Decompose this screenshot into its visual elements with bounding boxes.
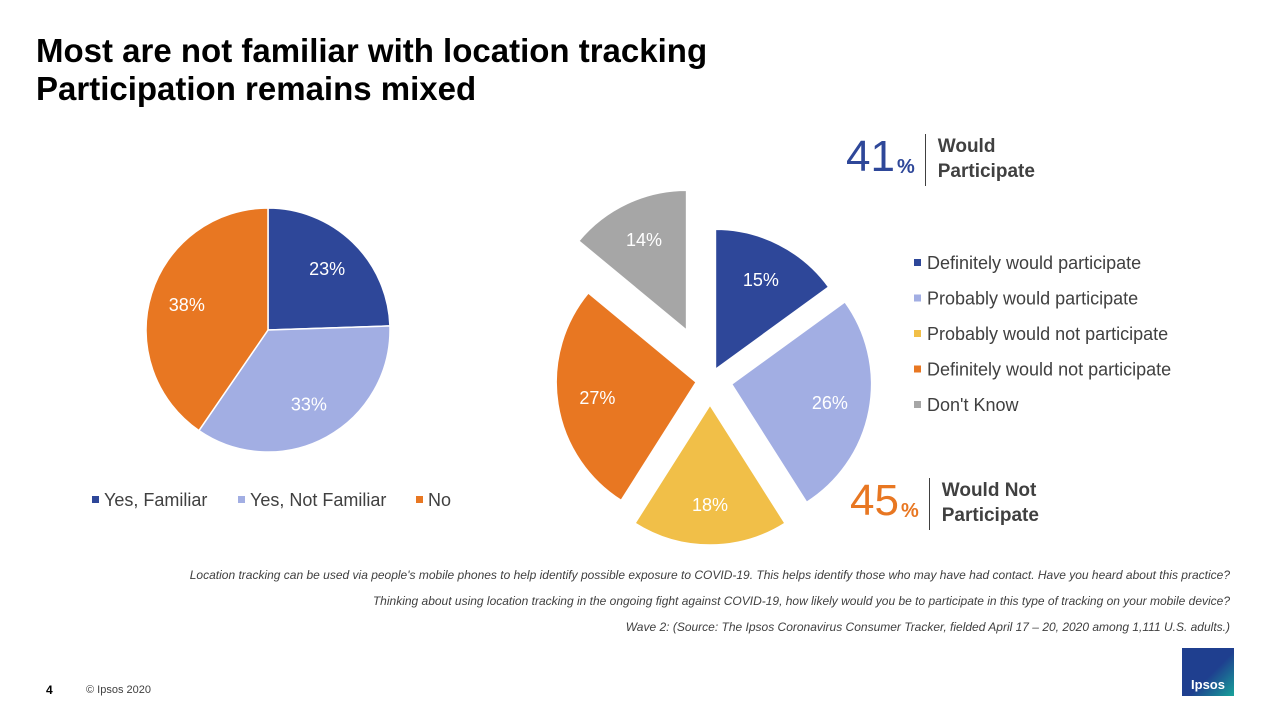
survey-notes: Location tracking can be used via people… bbox=[80, 568, 1230, 646]
would-not-participate-stat: 45 % Would Not Participate bbox=[850, 478, 1062, 530]
pie1-slice-no bbox=[145, 207, 269, 432]
pie2-slice-don-t-know bbox=[577, 189, 688, 332]
legend2-label-don-t-know: Don't Know bbox=[927, 395, 1019, 415]
would-participate-label: Would Participate bbox=[937, 136, 1035, 182]
would-not-participate-label: Would Not Participate bbox=[941, 480, 1039, 526]
legend2-swatch-definitely-would-participate bbox=[914, 259, 921, 266]
legend2-label-definitely-would-participate: Definitely would participate bbox=[927, 253, 1141, 273]
familiarity-pie-chart: 23% 33% 38% bbox=[145, 207, 391, 453]
note-source: Wave 2: (Source: The Ipsos Coronavirus C… bbox=[625, 620, 1230, 634]
pie1-label-yes-familiar: 23% bbox=[309, 259, 345, 279]
pie1-label-yes-not-familiar: 33% bbox=[291, 395, 327, 415]
stat-divider bbox=[928, 478, 930, 530]
participation-legend: Definitely would participate Probably wou… bbox=[914, 253, 1171, 415]
pie2-label-probably-would-participate: 26% bbox=[812, 393, 848, 413]
legend2-label-probably-would-not-participate: Probably would not participate bbox=[927, 324, 1168, 344]
would-participate-stat: 41 % Would Participate bbox=[846, 134, 1058, 186]
page-number: 4 bbox=[46, 683, 53, 697]
stat-divider bbox=[924, 134, 926, 186]
title-line-1: Most are not familiar with location trac… bbox=[36, 32, 708, 69]
legend1-swatch-yes-not-familiar bbox=[238, 496, 245, 503]
legend2-swatch-probably-would-not-participate bbox=[914, 330, 921, 337]
pie1-slice-yes-familiar bbox=[267, 207, 391, 331]
pie2-slice-definitely-would-participate bbox=[714, 228, 830, 371]
note-question-2: Thinking about using location tracking i… bbox=[372, 594, 1230, 608]
participation-pie-chart: 15% 26% 18% 27% 14% bbox=[555, 189, 873, 546]
legend2-label-definitely-would-not-participate: Definitely would not participate bbox=[927, 360, 1171, 380]
title-line-2: Participation remains mixed bbox=[36, 70, 477, 107]
ipsos-logo: Ipsos bbox=[1182, 648, 1234, 696]
pie1-label-no: 38% bbox=[169, 295, 205, 315]
familiarity-legend: Yes, Familiar Yes, Not Familiar No bbox=[92, 490, 451, 510]
legend2-label-probably-would-participate: Probably would participate bbox=[927, 289, 1138, 309]
pie2-slice-probably-would-not-participate bbox=[633, 403, 787, 546]
legend1-swatch-yes-familiar bbox=[92, 496, 99, 503]
legend2-swatch-definitely-would-not-participate bbox=[914, 365, 921, 373]
page-title: Most are not familiar with location trac… bbox=[36, 32, 707, 108]
legend1-label-yes-not-familiar: Yes, Not Familiar bbox=[250, 490, 386, 510]
pie2-slice-definitely-would-not-participate bbox=[555, 291, 698, 502]
copyright: © Ipsos 2020 bbox=[86, 684, 151, 696]
legend1-label-yes-familiar: Yes, Familiar bbox=[104, 490, 207, 510]
pie2-label-definitely-would-participate: 15% bbox=[743, 270, 779, 290]
would-not-participate-unit: % bbox=[900, 500, 919, 522]
pie2-label-probably-would-not-participate: 18% bbox=[692, 495, 728, 515]
logo-text: Ipsos bbox=[1191, 677, 1225, 692]
legend1-label-no: No bbox=[428, 490, 451, 510]
pie2-label-don-t-know: 14% bbox=[626, 230, 662, 250]
would-participate-value: 41 bbox=[846, 132, 895, 181]
legend2-swatch-don-t-know bbox=[914, 401, 921, 408]
note-question-1: Location tracking can be used via people… bbox=[189, 568, 1230, 582]
legend1-swatch-no bbox=[416, 496, 423, 503]
pie2-slice-probably-would-participate bbox=[730, 300, 873, 504]
pie1-slice-yes-not-familiar bbox=[197, 325, 391, 453]
would-not-participate-value: 45 bbox=[850, 476, 899, 525]
pie2-label-definitely-would-not-participate: 27% bbox=[579, 388, 615, 408]
would-participate-unit: % bbox=[896, 156, 915, 178]
legend2-swatch-probably-would-participate bbox=[914, 294, 921, 302]
